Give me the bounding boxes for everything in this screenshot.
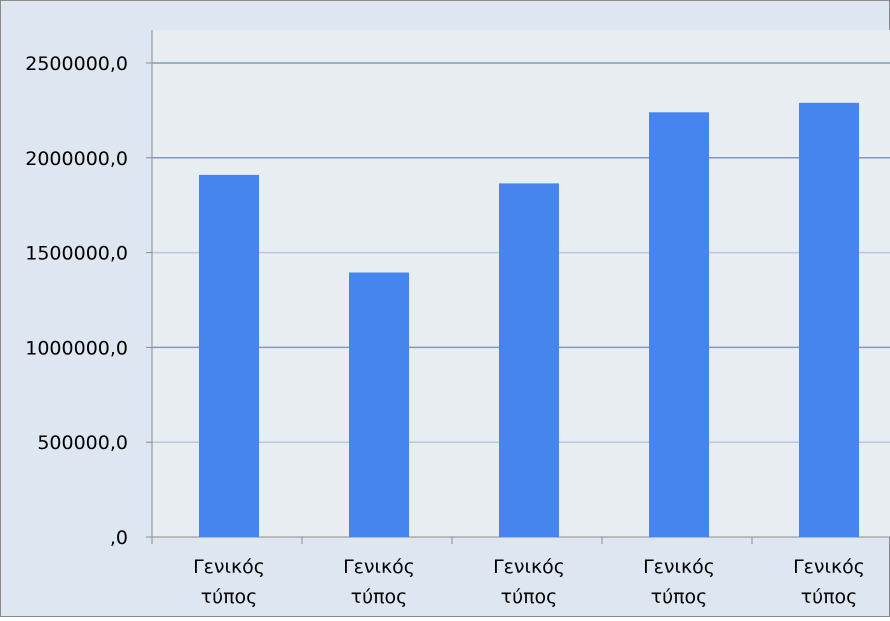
y-tick-label: 2500000,0 [25,53,128,75]
x-tick-label: Γενικός τύπος [493,556,565,608]
x-tick-label: Γενικός τύπος [643,556,715,608]
x-tick-label: Γενικός τύπος [193,556,265,608]
y-tick-label: 1000000,0 [25,337,128,359]
x-tick-label-line: Γενικός [793,556,865,578]
y-tick-label: 2000000,0 [25,148,128,170]
x-tick-label-line: Γενικός [343,556,415,578]
x-tick-label-line: τύπος [651,586,708,608]
x-tick-label: Γενικός τύπος [343,556,415,608]
x-tick-label-line: Γενικός [643,556,715,578]
bar [199,174,259,537]
x-tick-label-line: Γενικός [193,556,265,578]
y-tick-label: 500000,0 [37,432,128,454]
y-tick-label: ,0 [110,527,128,549]
x-tick-label-line: Γενικός [493,556,565,578]
bar [649,112,709,538]
x-tick-label: Γενικός τύπος [793,556,865,608]
bar [799,102,859,537]
bar [499,183,559,537]
bar [349,272,409,537]
x-tick-label-line: τύπος [501,586,558,608]
x-tick-label-line: τύπος [201,586,258,608]
y-tick-label: 1500000,0 [25,243,128,265]
x-tick-label-line: τύπος [801,586,858,608]
x-tick-label-line: τύπος [351,586,408,608]
